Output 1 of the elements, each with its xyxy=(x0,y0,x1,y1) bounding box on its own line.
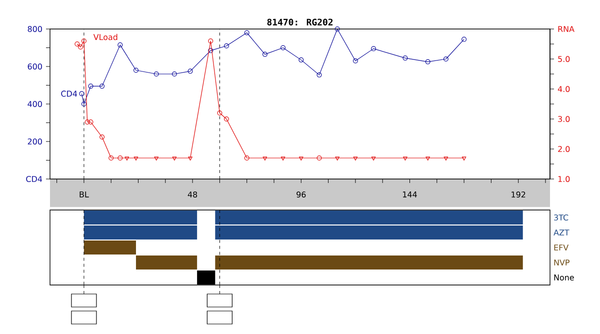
chart-title: 81470: RG202 xyxy=(267,18,333,26)
